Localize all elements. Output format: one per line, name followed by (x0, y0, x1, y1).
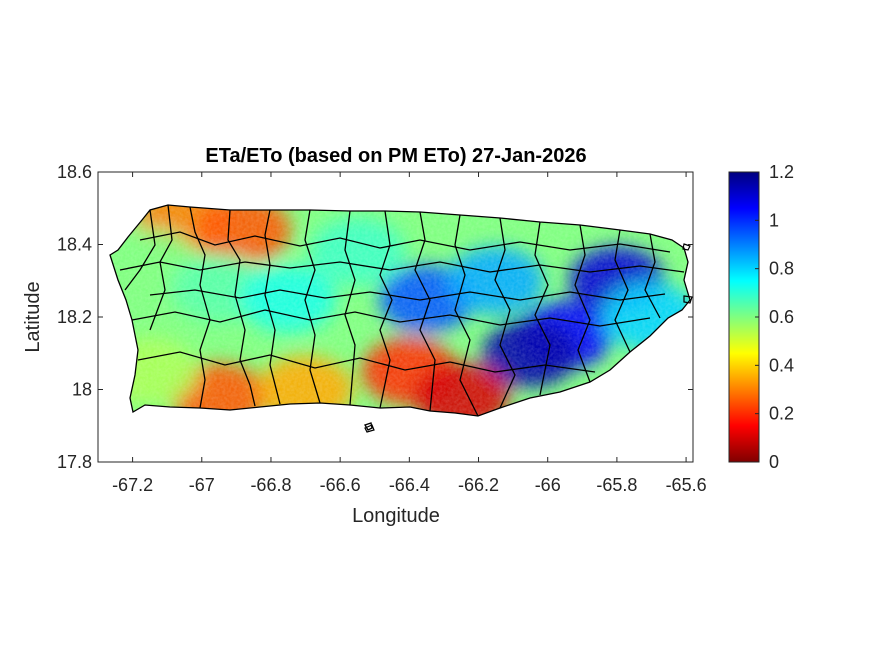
x-tick-label: -66.6 (320, 475, 361, 495)
y-tick-label: 18.2 (57, 307, 92, 327)
x-tick-label: -67.2 (112, 475, 153, 495)
colorbar-tick-label: 0.6 (769, 307, 794, 327)
x-tick-label: -65.6 (666, 475, 707, 495)
colorbar-tick-label: 0.4 (769, 355, 794, 375)
offshore-islands (364, 243, 693, 433)
chart-title: ETa/ETo (based on PM ETo) 27-Jan-2026 (205, 145, 586, 167)
municipality-boundaries (109, 204, 691, 431)
colorbar-tick-label: 0.2 (769, 404, 794, 424)
colorbar-tick-label: 1.2 (769, 162, 794, 182)
colorbar-tick-label: 0.8 (769, 259, 794, 279)
x-tick-label: -66 (535, 475, 561, 495)
y-axis-label: Latitude (22, 281, 44, 352)
x-axis-ticks: -67.2 -67 -66.8 -66.6 -66.4 -66.2 -66 -65.8 -65.… (112, 172, 707, 495)
x-tick-label: -66.8 (250, 475, 291, 495)
x-tick-label: -65.8 (596, 475, 637, 495)
y-axis-ticks: 18.6 18.4 18.2 18 17.8 (57, 162, 693, 472)
x-tick-label: -67 (189, 475, 215, 495)
colorbar-tick-label: 0 (769, 452, 779, 472)
colorbar-tick-label: 1 (769, 210, 779, 230)
y-tick-label: 17.8 (57, 452, 92, 472)
colorbar-ticks: 1.2 1 0.8 0.6 0.4 0.2 0 (755, 162, 794, 472)
x-tick-label: -66.4 (389, 475, 430, 495)
y-tick-label: 18.4 (57, 235, 92, 255)
y-tick-label: 18 (72, 380, 92, 400)
y-tick-label: 18.6 (57, 162, 92, 182)
colorbar (728, 171, 760, 463)
x-axis-label: Longitude (352, 505, 440, 527)
x-tick-label: -66.2 (458, 475, 499, 495)
